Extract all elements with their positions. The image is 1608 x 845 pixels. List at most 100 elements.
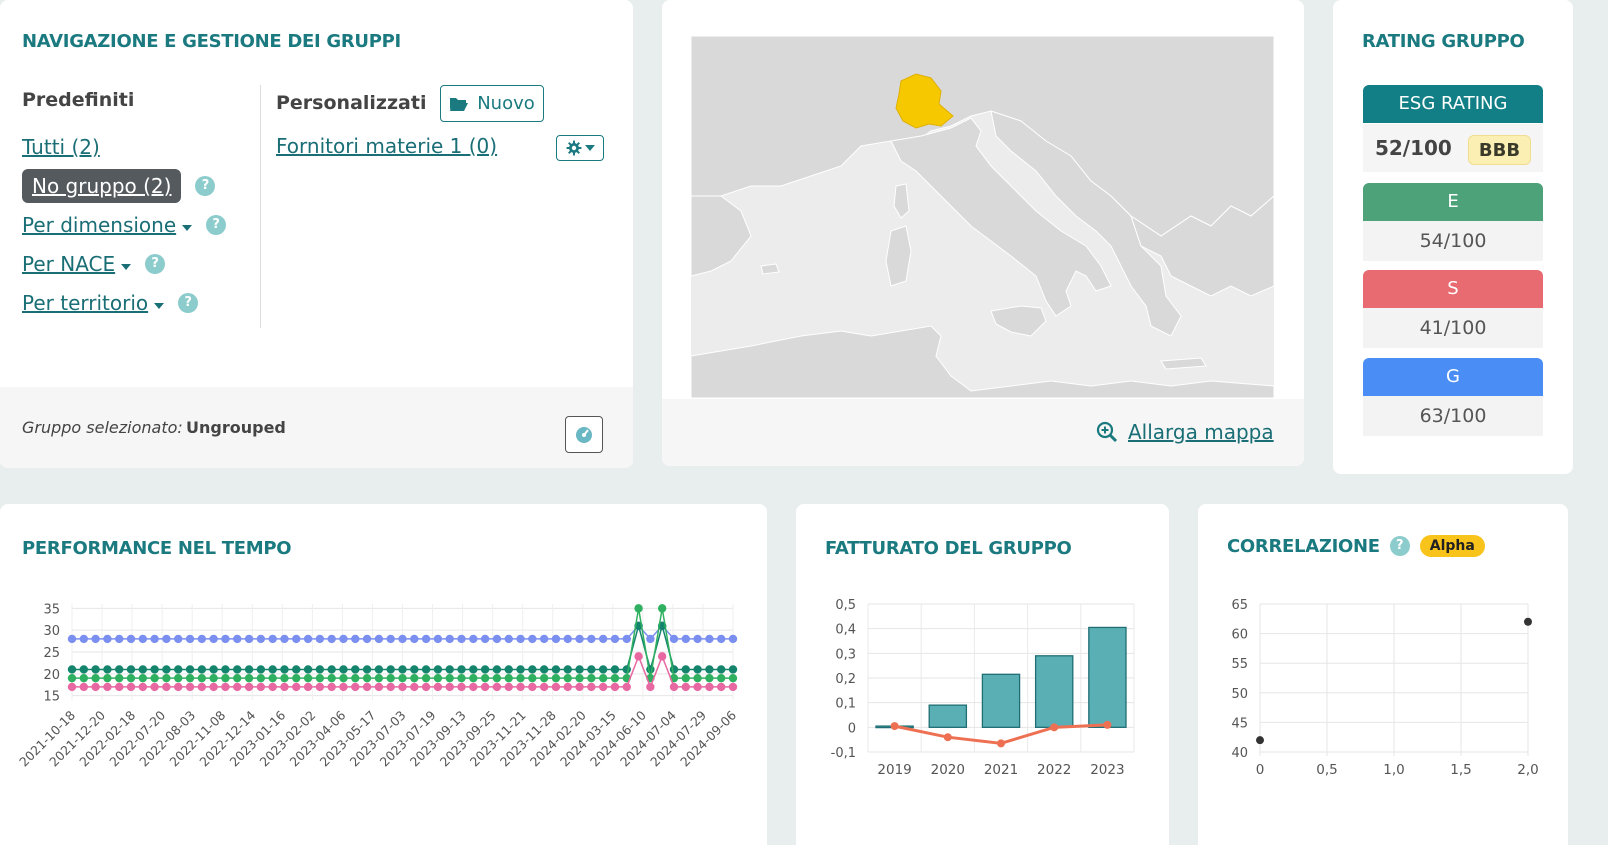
expand-map-label[interactable]: Allarga mappa xyxy=(1128,420,1274,444)
nav-item-per-nace[interactable]: Per NACE ? xyxy=(22,252,166,276)
chevron-down-icon[interactable] xyxy=(154,302,165,309)
expand-map-link[interactable]: Allarga mappa xyxy=(1096,420,1274,444)
nav-item-all[interactable]: Tutti (2) xyxy=(22,135,100,159)
data-point xyxy=(197,634,207,644)
data-point xyxy=(516,634,525,644)
data-point xyxy=(209,634,218,644)
data-point xyxy=(539,665,549,674)
help-icon[interactable]: ? xyxy=(145,254,166,274)
data-point xyxy=(386,682,395,692)
new-group-button-label[interactable]: Nuovo xyxy=(477,93,535,114)
bar xyxy=(981,673,1021,728)
data-point xyxy=(126,634,136,644)
data-point xyxy=(150,665,159,674)
data-point xyxy=(362,665,372,674)
data-point xyxy=(457,673,466,683)
data-point xyxy=(244,634,254,644)
data-point xyxy=(646,634,655,644)
custom-group-item[interactable]: Fornitori materie 1 (0) xyxy=(276,134,497,158)
data-point xyxy=(480,634,490,644)
data-point xyxy=(421,665,431,674)
data-point xyxy=(634,652,643,661)
y-tick-label: 15 xyxy=(43,690,60,705)
data-point xyxy=(445,634,454,644)
data-point xyxy=(469,673,478,683)
help-icon[interactable]: ? xyxy=(206,215,227,235)
data-point xyxy=(728,665,738,674)
data-point xyxy=(327,665,336,674)
y-tick-label: 45 xyxy=(1231,716,1248,731)
data-point xyxy=(410,634,419,644)
territory-map[interactable] xyxy=(691,36,1274,398)
data-point xyxy=(209,682,218,692)
data-point xyxy=(103,665,112,674)
data-point xyxy=(67,682,77,692)
data-point xyxy=(587,682,596,692)
rating-title: RATING GRUPPO xyxy=(1362,31,1525,52)
help-icon[interactable]: ? xyxy=(195,176,216,196)
data-point xyxy=(587,673,596,683)
data-point xyxy=(890,722,899,731)
nav-item-per-dimensione-label[interactable]: Per dimensione xyxy=(22,213,177,237)
data-point xyxy=(91,634,100,644)
data-point xyxy=(598,634,608,644)
data-point xyxy=(233,682,242,692)
new-group-button[interactable]: Nuovo xyxy=(440,85,544,122)
data-point xyxy=(315,673,325,683)
y-tick-label: 50 xyxy=(1231,687,1248,702)
data-point xyxy=(315,665,325,674)
data-point xyxy=(162,673,171,683)
y-tick-label: 35 xyxy=(43,602,60,617)
environmental-header: E xyxy=(1363,183,1543,221)
data-point xyxy=(162,634,171,644)
data-point xyxy=(563,665,572,674)
data-point xyxy=(280,673,289,683)
data-point xyxy=(598,673,608,683)
chevron-down-icon[interactable] xyxy=(182,224,193,231)
data-point xyxy=(492,682,502,692)
data-point xyxy=(197,673,207,683)
data-point xyxy=(716,634,726,644)
data-point xyxy=(362,634,372,644)
data-point xyxy=(327,634,336,644)
data-point xyxy=(174,665,183,674)
help-icon[interactable]: ? xyxy=(178,293,199,313)
nav-item-per-territorio-label[interactable]: Per territorio xyxy=(22,291,149,315)
map-highlight-region[interactable] xyxy=(895,73,954,129)
nav-item-no-group-label[interactable]: No gruppo (2) xyxy=(22,169,182,203)
nav-item-per-nace-label[interactable]: Per NACE xyxy=(22,252,116,276)
y-tick-label: 30 xyxy=(43,624,60,639)
x-tick-label: 1,5 xyxy=(1450,762,1471,778)
nav-item-per-dimensione[interactable]: Per dimensione ? xyxy=(22,213,227,237)
data-point xyxy=(457,634,466,644)
nav-item-no-group[interactable]: No gruppo (2) ? xyxy=(22,169,216,203)
data-point xyxy=(244,673,254,683)
data-point xyxy=(551,665,561,674)
data-point xyxy=(398,673,407,683)
dashboard-button[interactable] xyxy=(565,416,603,453)
data-point xyxy=(221,682,230,692)
data-point xyxy=(421,634,431,644)
y-tick-label: 20 xyxy=(43,668,60,683)
data-point xyxy=(256,634,266,644)
data-point xyxy=(480,682,490,692)
folder-open-icon xyxy=(450,97,469,111)
x-tick-label: 2023 xyxy=(1090,762,1124,778)
data-point xyxy=(575,634,584,644)
x-tick-label: 0 xyxy=(1256,762,1265,778)
data-point xyxy=(433,634,443,644)
group-settings-button[interactable] xyxy=(556,135,604,161)
selected-group-footer: Gruppo selezionato: Ungrouped xyxy=(0,387,633,468)
nav-item-per-territorio[interactable]: Per territorio ? xyxy=(22,291,199,315)
nav-item-all-label[interactable]: Tutti (2) xyxy=(22,135,100,159)
chevron-down-icon[interactable] xyxy=(121,263,132,270)
data-point xyxy=(728,673,738,683)
help-icon[interactable]: ? xyxy=(1389,536,1410,556)
data-point xyxy=(433,673,443,683)
custom-group-label[interactable]: Fornitori materie 1 (0) xyxy=(276,134,498,158)
social-score: 41/100 xyxy=(1363,308,1543,348)
data-point xyxy=(610,673,620,683)
data-point xyxy=(492,673,502,683)
x-tick-label: 2,0 xyxy=(1517,762,1538,778)
correlation-panel: CORRELAZIONE ? Alpha 40 45 50 55 60 65 0 0,5 1,0… xyxy=(1198,504,1568,845)
